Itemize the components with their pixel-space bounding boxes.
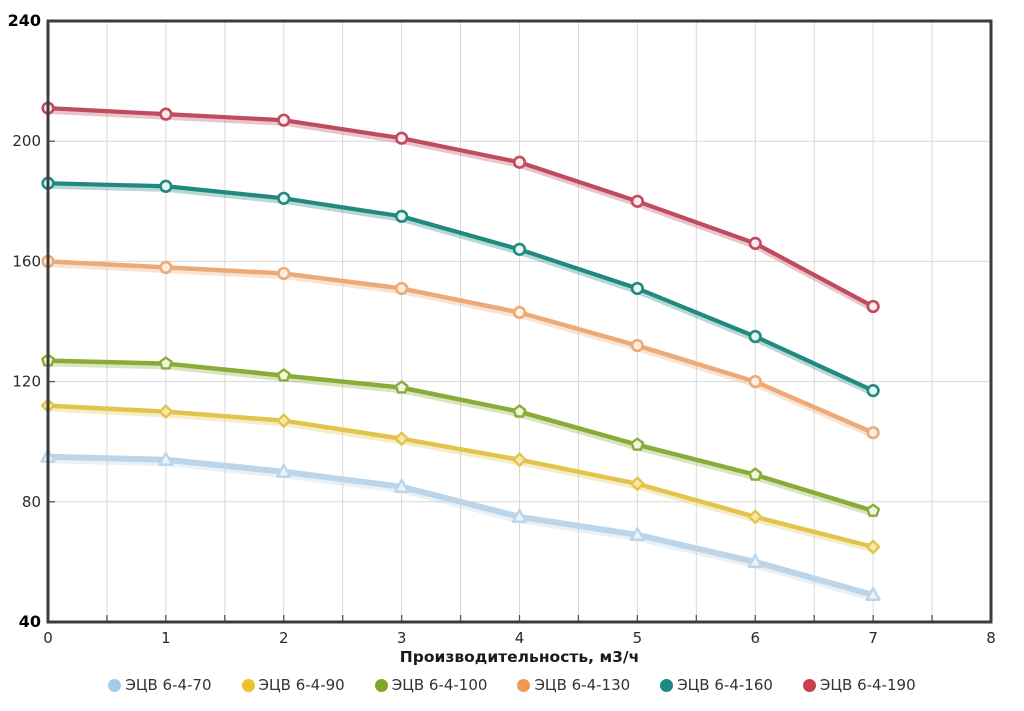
- data-point-marker: [158, 404, 174, 419]
- legend-dot-icon: [241, 678, 255, 692]
- legend-dot-icon: [374, 678, 388, 692]
- data-point-marker: [393, 478, 410, 493]
- series-line-2: [45, 403, 876, 550]
- plot-border: [46, 19, 993, 624]
- y-tick-label: 200: [12, 132, 41, 150]
- series-line-shadow-6: [45, 109, 876, 313]
- data-point-marker: [629, 526, 646, 541]
- legend-label: ЭЦВ 6-4-90: [258, 676, 345, 694]
- legend-label: ЭЦВ 6-4-70: [125, 676, 212, 694]
- data-point-marker: [276, 368, 291, 382]
- y-tick-label: 80: [22, 493, 41, 511]
- x-tick-label: 7: [868, 629, 878, 647]
- x-tick-label: 5: [633, 629, 643, 647]
- data-point-marker: [512, 155, 527, 169]
- legend-item-6-4-100[interactable]: ЭЦВ 6-4-100: [374, 676, 488, 694]
- y-tick-label: 120: [12, 373, 41, 391]
- data-point-marker: [159, 260, 173, 275]
- series-line-3: [45, 358, 876, 514]
- series-line-4: [45, 259, 876, 435]
- data-point-marker: [277, 266, 291, 281]
- x-tick-label: 2: [279, 629, 289, 647]
- legend-label: ЭЦВ 6-4-130: [534, 676, 631, 694]
- data-point-marker: [512, 242, 527, 256]
- legend-dot-icon: [802, 678, 816, 692]
- data-point-marker: [866, 384, 880, 398]
- plot-area: 40 80 120 160 200 240 0 1 2 3 4 5 6 7 8 Производительно…: [8, 11, 996, 666]
- x-tick-label: 6: [750, 629, 760, 647]
- series-line-shadow-4: [45, 262, 876, 439]
- series-line-shadow-3: [45, 361, 876, 517]
- data-point-marker: [276, 463, 292, 478]
- data-point-marker: [747, 553, 763, 568]
- data-point-marker: [395, 209, 409, 223]
- series-line-shadow-1: [45, 457, 877, 602]
- x-tick-label: 8: [986, 629, 996, 647]
- data-point-marker: [866, 503, 881, 517]
- data-point-marker: [395, 281, 409, 296]
- legend-item-6-4-190[interactable]: ЭЦВ 6-4-190: [802, 676, 916, 694]
- data-point-marker: [748, 509, 763, 525]
- data-point-marker: [277, 191, 291, 205]
- legend-item-6-4-90[interactable]: ЭЦВ 6-4-90: [241, 676, 345, 694]
- legend-dot-icon: [517, 678, 531, 692]
- data-point-marker: [630, 338, 644, 353]
- data-point-marker: [276, 413, 291, 428]
- x-tick-label: 0: [43, 629, 53, 647]
- data-point-marker: [630, 194, 644, 208]
- x-tick-label: 3: [397, 629, 407, 647]
- data-point-marker: [866, 299, 880, 314]
- data-point-marker: [748, 329, 762, 344]
- data-point-marker: [158, 356, 173, 370]
- legend-label: ЭЦВ 6-4-100: [391, 676, 488, 694]
- data-point-marker: [394, 431, 409, 446]
- data-point-marker: [630, 476, 645, 491]
- x-tick-label: 4: [515, 629, 525, 647]
- data-point-marker: [159, 107, 173, 121]
- legend: ЭЦВ 6-4-70 ЭЦВ 6-4-90 ЭЦВ 6-4-100 ЭЦВ 6-4-1…: [0, 676, 1024, 694]
- legend-dot-icon: [108, 678, 122, 692]
- data-point-marker: [394, 380, 409, 394]
- data-point-marker: [395, 131, 409, 145]
- data-point-marker: [748, 236, 762, 250]
- data-point-marker: [512, 404, 527, 418]
- y-tick-label: 240: [8, 11, 41, 30]
- legend-item-6-4-130[interactable]: ЭЦВ 6-4-130: [517, 676, 630, 694]
- series-line-shadow-5: [45, 184, 876, 397]
- data-point-marker: [159, 179, 173, 193]
- data-point-marker: [865, 539, 881, 555]
- x-axis-title: Производительность, м3/ч: [400, 648, 639, 666]
- data-point-marker: [630, 281, 644, 296]
- legend-item-6-4-160[interactable]: ЭЦВ 6-4-160: [660, 676, 773, 694]
- legend-label: ЭЦВ 6-4-160: [677, 676, 773, 694]
- data-point-marker: [866, 426, 880, 440]
- series-line-6: [45, 106, 876, 309]
- series-line-shadow-2: [45, 406, 876, 553]
- data-point-marker: [748, 467, 763, 481]
- data-point-marker: [865, 586, 881, 602]
- x-tick-label: 1: [161, 629, 171, 647]
- data-point-marker: [512, 452, 527, 467]
- data-point-marker: [158, 451, 174, 466]
- legend-item-6-4-70[interactable]: ЭЦВ 6-4-70: [108, 676, 212, 694]
- legend-label: ЭЦВ 6-4-190: [819, 676, 916, 694]
- legend-dot-icon: [660, 678, 674, 692]
- series-line-5: [45, 181, 876, 393]
- data-point-marker: [277, 113, 291, 127]
- data-point-marker: [512, 305, 527, 320]
- y-tick-label: 160: [12, 252, 41, 270]
- y-tick-label: 40: [19, 612, 41, 631]
- data-point-marker: [630, 437, 645, 451]
- series-line-1: [45, 453, 877, 598]
- data-point-marker: [511, 508, 528, 523]
- data-point-marker: [748, 375, 762, 389]
